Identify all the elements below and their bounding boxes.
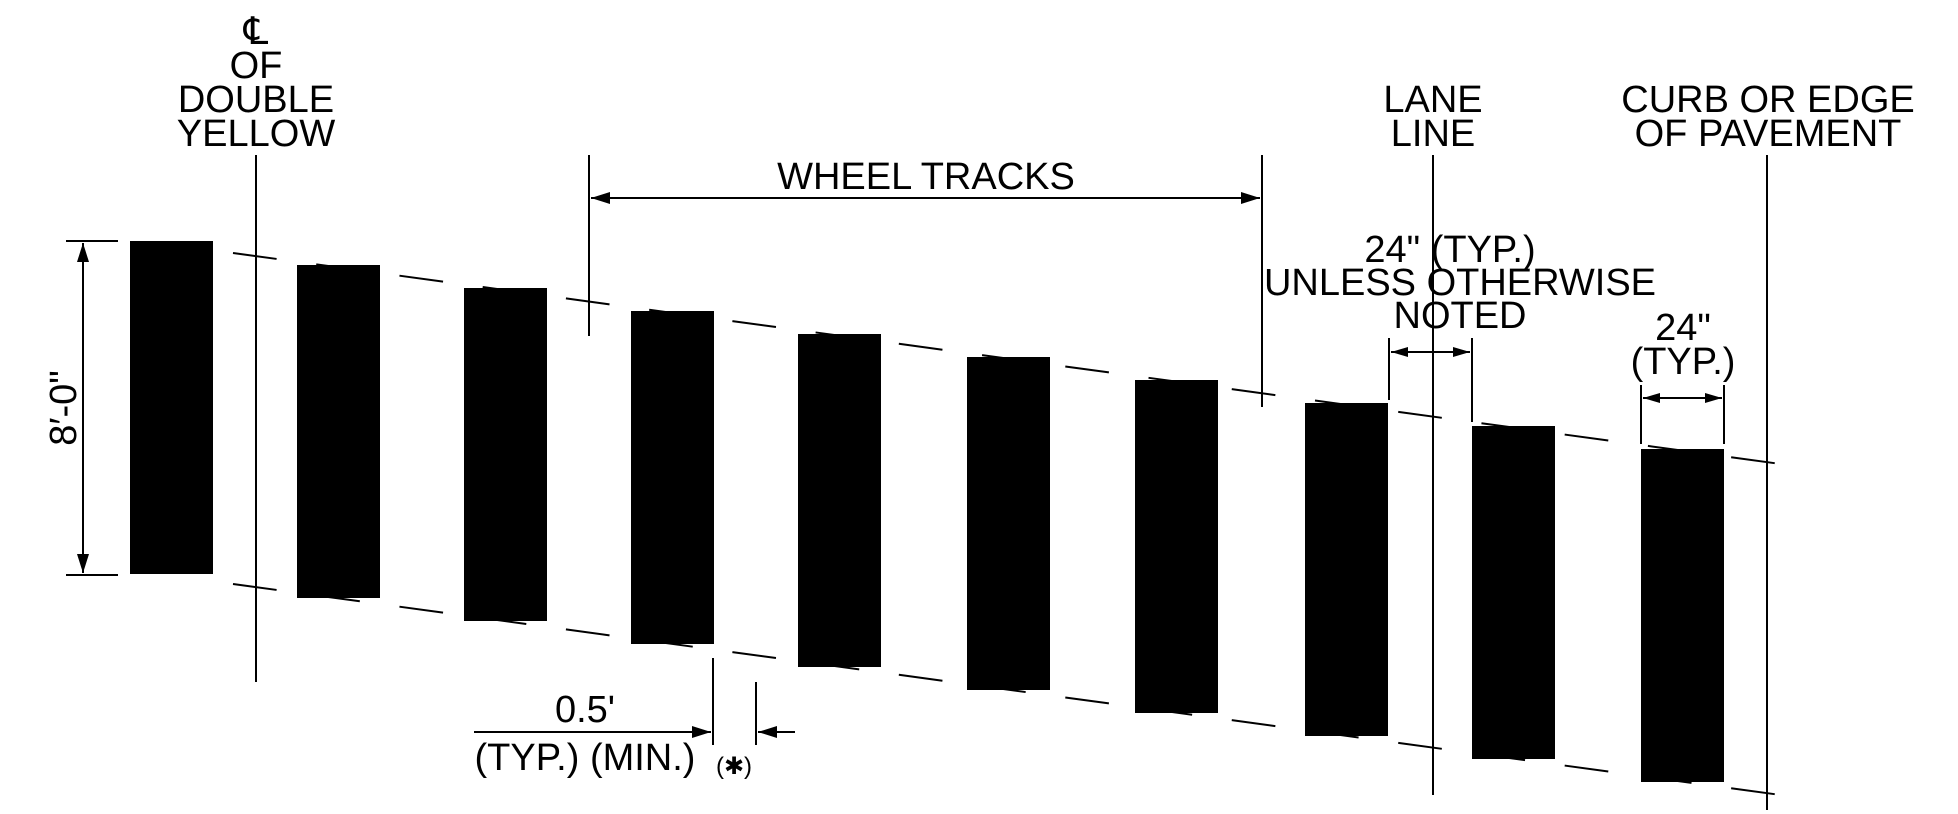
bar-8 bbox=[1305, 403, 1388, 736]
offset-dimension bbox=[474, 658, 795, 745]
lane-line-label-line1: LANE bbox=[1383, 79, 1482, 121]
centerline-label-line2: OF bbox=[230, 45, 283, 87]
wheel-tracks-dimension bbox=[588, 155, 1263, 407]
bar-width-label-line1: 24" bbox=[1655, 307, 1711, 349]
centerline-label-line3: DOUBLE bbox=[178, 79, 334, 121]
bar-5 bbox=[798, 334, 881, 667]
bar-spacing-label-line1: 24" (TYP.) bbox=[1364, 229, 1535, 271]
bar-width-dimension bbox=[1640, 385, 1725, 444]
curb-label-line2: OF PAVEMENT bbox=[1635, 113, 1902, 155]
curb-label-line1: CURB OR EDGE bbox=[1621, 79, 1914, 121]
bar-7 bbox=[1135, 380, 1218, 713]
bar-2 bbox=[297, 265, 380, 598]
crosswalk-bars bbox=[130, 241, 1724, 782]
bottom-boundary-dashed-line bbox=[232, 583, 1789, 797]
bar-width-label-line2: (TYP.) bbox=[1631, 341, 1736, 383]
offset-label-line2: (TYP.) (MIN.) bbox=[475, 737, 696, 779]
wheel-tracks-label: WHEEL TRACKS bbox=[777, 156, 1075, 198]
bar-9 bbox=[1472, 426, 1555, 759]
bar-spacing-label-line2: UNLESS OTHERWISE bbox=[1264, 262, 1656, 304]
bar-3 bbox=[464, 288, 547, 621]
bar-10 bbox=[1641, 449, 1724, 782]
bar-6 bbox=[967, 357, 1050, 690]
bar-1 bbox=[130, 241, 213, 574]
length-dimension-label: 8′-0" bbox=[43, 370, 85, 446]
length-dimension bbox=[66, 240, 118, 576]
centerline-symbol: ℄ bbox=[243, 11, 269, 53]
centerline-label-line4: YELLOW bbox=[177, 113, 336, 155]
top-boundary-dashed-line bbox=[232, 252, 1789, 466]
note-marker: (✱) bbox=[716, 753, 752, 780]
bar-4 bbox=[631, 311, 714, 644]
offset-label-line1: 0.5' bbox=[555, 689, 615, 731]
bar-spacing-label-line3: NOTED bbox=[1394, 295, 1527, 337]
lane-line-label-line2: LINE bbox=[1391, 113, 1475, 155]
bar-spacing-dimension bbox=[1388, 338, 1473, 422]
